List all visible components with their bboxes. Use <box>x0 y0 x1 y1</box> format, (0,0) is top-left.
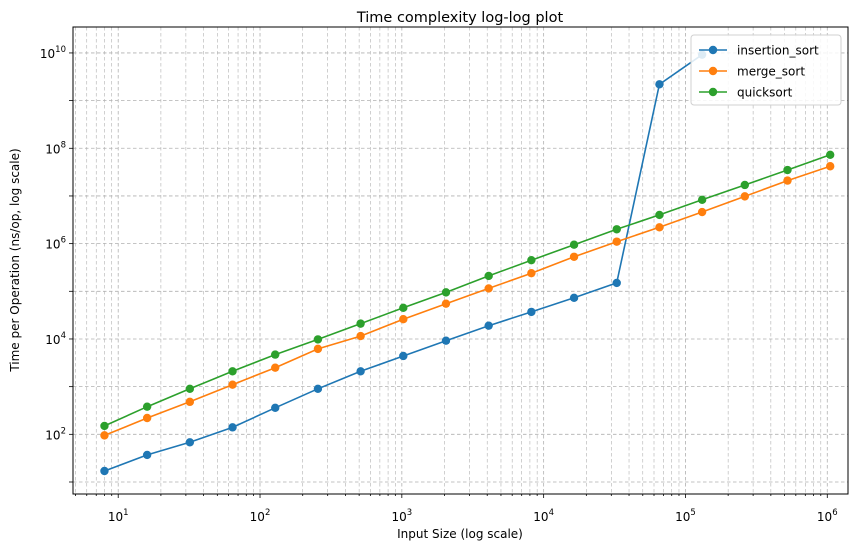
data-point-quicksort <box>441 288 451 297</box>
x-tick-label: 102 <box>250 508 271 524</box>
data-point-insertion_sort <box>313 384 323 394</box>
data-point-insertion_sort <box>484 321 493 330</box>
data-point-merge_sort <box>484 284 493 293</box>
data-point-merge_sort <box>356 331 365 341</box>
data-point-quicksort <box>825 150 835 159</box>
data-point-merge_sort <box>271 363 280 372</box>
plot-frame <box>72 26 849 495</box>
ticks: 101 102 103 104 105 106 102 104 106 108 1010 <box>40 45 838 524</box>
data-point-merge_sort <box>399 314 408 324</box>
data-point-quicksort <box>271 350 280 359</box>
y-tick-label: 102 <box>45 426 66 442</box>
legend-swatch-marker <box>708 45 718 55</box>
data-point-merge_sort <box>142 413 152 423</box>
data-point-insertion_sort <box>569 293 579 303</box>
data-point-insertion_sort <box>612 278 621 288</box>
data-point-quicksort <box>142 402 152 411</box>
data-point-quicksort <box>228 367 237 376</box>
y-tick-label: 1010 <box>40 45 66 61</box>
legend-label: insertion_sort <box>737 44 819 58</box>
data-point-insertion_sort <box>527 307 536 317</box>
data-point-merge_sort <box>569 252 579 261</box>
data-point-insertion_sort <box>228 423 237 432</box>
legend-swatch-marker <box>708 87 718 97</box>
data-point-merge_sort <box>100 431 109 440</box>
data-point-merge_sort <box>697 207 707 217</box>
grid <box>73 27 848 494</box>
data-point-insertion_sort <box>655 80 664 89</box>
data-point-merge_sort <box>740 192 750 201</box>
series-layer <box>100 50 835 476</box>
data-point-insertion_sort <box>142 450 152 460</box>
data-point-quicksort <box>612 225 621 234</box>
x-tick-label: 104 <box>533 508 554 524</box>
data-point-quicksort <box>655 210 664 220</box>
y-tick-label: 104 <box>45 331 66 347</box>
legend-swatch-marker <box>708 66 718 76</box>
data-point-quicksort <box>100 421 109 431</box>
series-line-merge_sort <box>104 165 831 437</box>
data-point-insertion_sort <box>271 403 280 413</box>
legend-box <box>690 34 842 106</box>
x-axis-label: Input Size (log scale) <box>397 527 523 541</box>
data-point-insertion_sort <box>441 336 451 345</box>
data-point-quicksort <box>697 195 707 205</box>
data-point-quicksort <box>399 303 408 313</box>
data-point-quicksort <box>740 180 750 190</box>
data-point-quicksort <box>185 384 195 394</box>
data-point-merge_sort <box>783 176 792 185</box>
data-point-quicksort <box>484 271 493 281</box>
data-point-quicksort <box>356 319 365 328</box>
data-point-insertion_sort <box>356 367 365 376</box>
data-point-quicksort <box>313 335 323 344</box>
legend: insertion_sort merge_sort quicksort <box>690 34 842 106</box>
data-point-insertion_sort <box>185 438 195 447</box>
legend-label: quicksort <box>737 86 793 100</box>
y-axis-label: Time per Operation (ns/op, log scale) <box>8 148 22 372</box>
series-line-quicksort <box>104 154 831 427</box>
data-point-insertion_sort <box>100 466 109 476</box>
data-point-merge_sort <box>655 223 664 232</box>
x-tick-label: 103 <box>391 508 412 524</box>
data-point-merge_sort <box>825 162 835 171</box>
data-point-merge_sort <box>185 397 195 407</box>
data-point-merge_sort <box>441 299 451 308</box>
data-point-merge_sort <box>313 344 323 354</box>
data-point-insertion_sort <box>399 351 408 361</box>
data-point-quicksort <box>783 165 792 175</box>
data-point-quicksort <box>527 255 536 265</box>
y-tick-label: 106 <box>45 236 66 252</box>
data-point-merge_sort <box>612 237 621 246</box>
data-point-quicksort <box>569 240 579 249</box>
y-tick-label: 108 <box>45 140 66 156</box>
x-tick-label: 106 <box>817 508 838 524</box>
legend-label: merge_sort <box>737 65 805 79</box>
data-point-merge_sort <box>228 380 237 389</box>
x-tick-label: 105 <box>675 508 696 524</box>
data-point-merge_sort <box>527 268 536 278</box>
chart-title: Time complexity log-log plot <box>356 10 564 26</box>
x-tick-label: 101 <box>108 508 129 524</box>
